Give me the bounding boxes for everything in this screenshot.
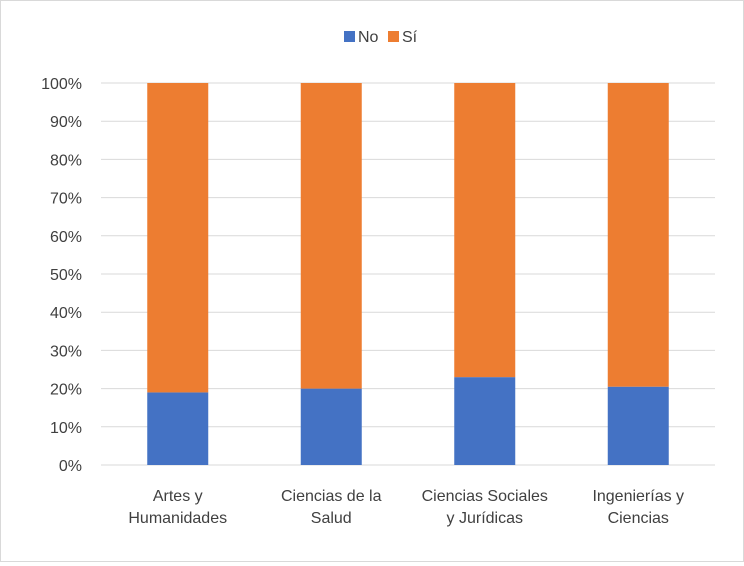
bar-si-segment [300,83,362,389]
category-label: Ciencias de la Salud [281,488,382,527]
bar-no-segment [607,386,669,465]
category-label: Ingenierías y Ciencias [592,488,684,527]
bars [147,83,669,465]
y-tick-label: 80% [50,152,82,169]
legend-swatch [388,31,399,42]
legend: No Sí [344,29,418,46]
y-tick-label: 60% [50,229,82,246]
y-tick-label: 0% [59,458,82,475]
bar-si-segment [454,83,516,378]
bar-no-segment [147,392,209,465]
y-tick-label: 20% [50,382,82,399]
bar-si-segment [147,83,209,393]
y-tick-label: 10% [50,420,82,437]
category-label: Artes y Humanidades [128,488,227,527]
y-tick-label: 30% [50,343,82,360]
y-tick-label: 100% [41,76,82,93]
legend-label: No [358,29,379,46]
y-tick-label: 70% [50,191,82,208]
y-tick-label: 40% [50,305,82,322]
y-tick-label: 50% [50,267,82,284]
legend-label: Sí [402,29,418,46]
bar-no-segment [454,377,516,465]
y-tick-label: 90% [50,114,82,131]
x-axis-category-labels: Artes y Humanidades Ciencias de la Salud Cie… [128,488,684,527]
bar-si-segment [607,83,669,387]
category-label: Ciencias Sociales y Jurídicas [422,488,548,527]
legend-swatch [344,31,355,42]
y-axis-tick-labels: 0% 10% 20% 30% 40% 50% 60% 70% 80% 90% 100% [41,76,82,475]
bar-no-segment [300,388,362,465]
